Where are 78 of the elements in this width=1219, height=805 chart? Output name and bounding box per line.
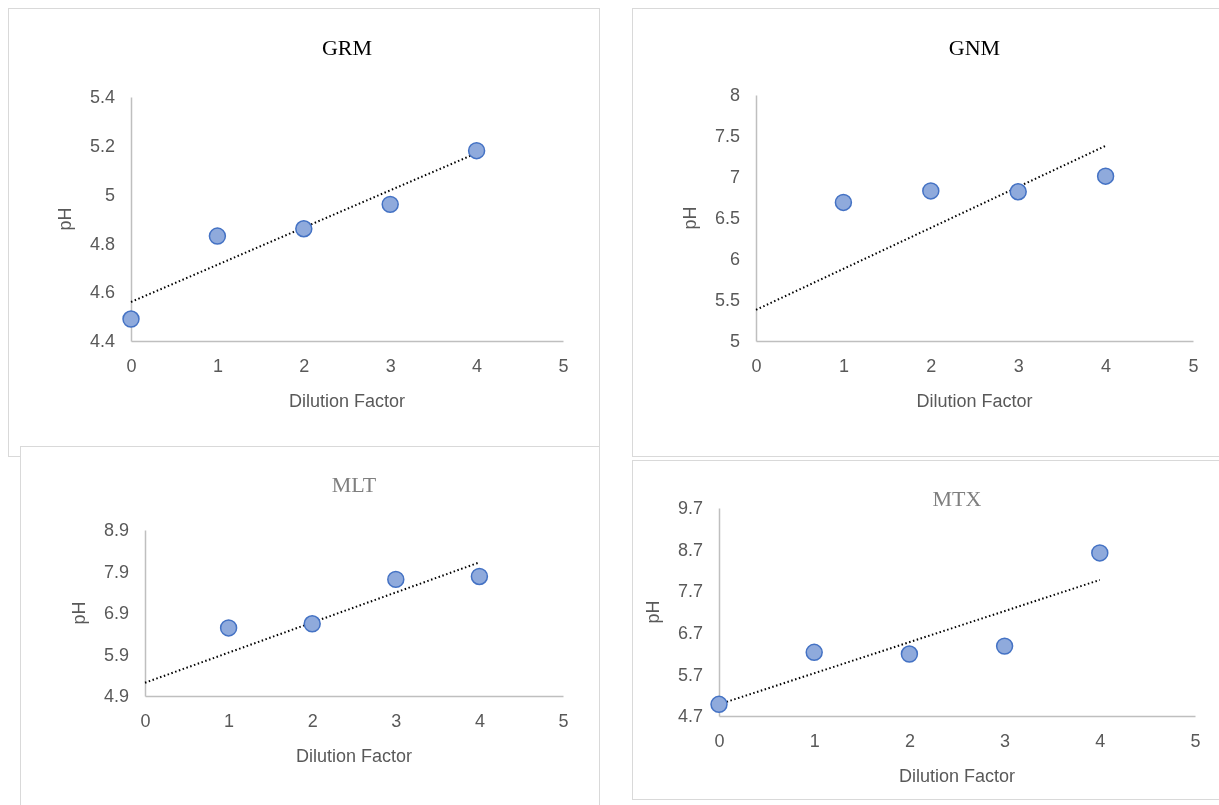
y-tick-label: 8 [729,85,740,106]
y-tick-label: 6.7 [677,623,703,644]
y-tick-label: 7.7 [677,581,703,602]
y-tick-label: 7.9 [103,561,129,582]
x-tick-label: 2 [904,730,915,751]
point [922,182,940,200]
point [387,570,405,589]
x-tick-label: 5 [1188,355,1199,376]
chart-title: GNM [948,35,1001,60]
x-tick-label: 3 [391,710,402,731]
y-tick-label: 8.9 [103,520,129,541]
y-tick-label: 7.5 [714,126,740,147]
point [208,227,227,245]
y-tick-label: 5.4 [89,87,115,108]
x-tick-label: 0 [751,355,762,376]
x-axis-title: Dilution Factor [898,766,1016,786]
y-tick-label: 6.9 [103,603,129,624]
y-tick-label: 5.2 [89,136,115,157]
point [834,193,853,212]
x-tick-label: 5 [558,355,569,376]
x-tick-label: 0 [140,710,151,731]
point [381,195,399,214]
x-axis-title: Dilution Factor [288,391,406,411]
y-tick-label: 5.7 [677,664,703,685]
x-tick-label: 4 [1095,730,1106,751]
x-tick-label: 4 [472,355,483,376]
x-tick-label: 3 [385,355,396,376]
point [995,637,1014,655]
x-axis-title: Dilution Factor [295,746,413,766]
y-tick-label: 5 [729,331,740,352]
x-tick-label: 5 [1190,730,1201,751]
x-tick-label: 1 [212,355,223,376]
chart-title: MLT [331,472,377,497]
x-tick-label: 0 [126,355,137,376]
y-tick-label: 6 [729,249,740,270]
point [303,615,321,633]
point [805,643,823,662]
point [1096,167,1115,185]
x-tick-label: 3 [1000,730,1011,751]
x-tick-label: 5 [558,710,569,731]
x-tick-label: 4 [1101,355,1112,376]
point [470,567,489,586]
y-tick-label: 4.6 [89,282,115,303]
x-tick-label: 2 [299,355,310,376]
y-tick-label: 5 [104,184,115,205]
x-tick-label: 3 [1013,355,1024,376]
y-tick-label: 5.9 [103,644,129,665]
y-axis-title: pH [643,600,663,624]
y-tick-label: 4.4 [89,331,115,352]
point [467,141,486,160]
x-tick-label: 1 [809,730,820,751]
chart-title: MTX [932,486,982,511]
y-tick-label: 7 [729,167,740,188]
y-axis-title: pH [69,601,89,625]
point [1009,183,1027,201]
point [219,619,238,637]
y-tick-label: 5.5 [714,290,740,311]
x-tick-label: 2 [307,710,318,731]
point [122,310,140,328]
y-axis-title: pH [680,206,700,230]
x-tick-label: 4 [474,710,485,731]
point [900,645,919,663]
chart-title: GRM [321,35,373,60]
x-tick-label: 2 [926,355,937,376]
point [295,220,313,238]
x-tick-label: 1 [838,355,849,376]
y-tick-label: 4.8 [89,233,115,254]
y-tick-label: 9.7 [677,498,703,519]
y-tick-label: 4.7 [677,706,703,727]
y-axis-title: pH [55,207,75,231]
y-tick-label: 6.5 [714,208,740,229]
x-axis-title: Dilution Factor [916,391,1033,411]
point [710,695,728,714]
x-tick-label: 0 [714,730,725,751]
y-tick-label: 4.9 [103,686,129,707]
x-tick-label: 1 [224,710,235,731]
y-tick-label: 8.7 [677,539,703,560]
point [1091,544,1109,562]
